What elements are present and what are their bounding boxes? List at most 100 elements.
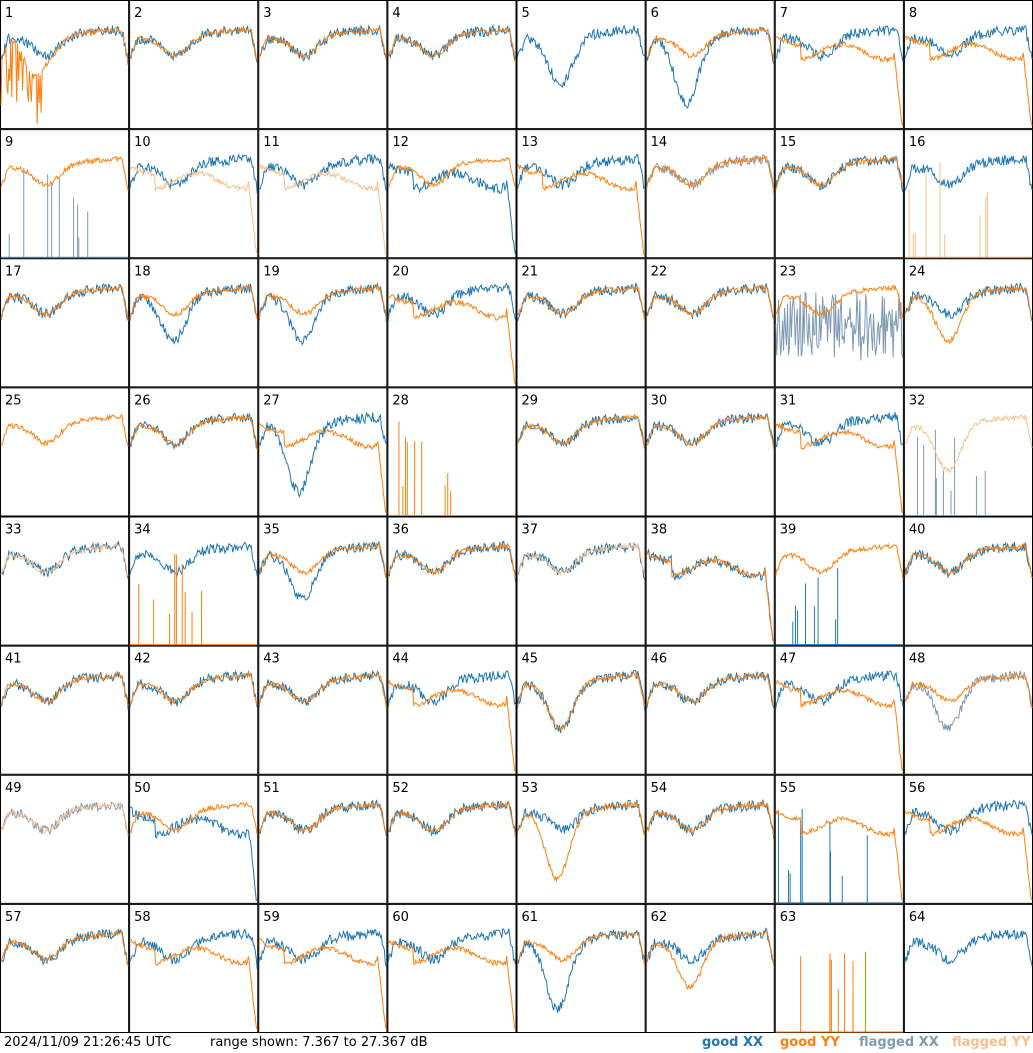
series-good-yy-dip [647, 931, 774, 989]
panel-plot-area [259, 930, 386, 1030]
panel-frame [774, 516, 904, 646]
panel-22: 22 [646, 259, 774, 387]
panel-plot-area [259, 284, 386, 345]
panel-plot-area [905, 415, 1032, 515]
panel-label: 22 [651, 264, 668, 279]
panel-frame [387, 129, 517, 259]
panel-frame [903, 0, 1033, 130]
panel-label: 42 [134, 652, 151, 667]
panel-26: 26 [130, 388, 258, 516]
panel-label: 59 [263, 910, 280, 925]
panel-frame [645, 516, 775, 646]
panel-frame [387, 387, 517, 517]
panel-label: 36 [392, 523, 409, 538]
series-good-yy-normal [130, 673, 257, 705]
panel-plot-area [776, 412, 903, 513]
series-good-yy-normal [518, 932, 645, 966]
legend-flagged-yy: flagged YY [952, 1035, 1031, 1050]
series-good-yy-plateau [776, 681, 903, 771]
panel-18: 18 [130, 259, 258, 387]
series-flagged-yy-normal [1, 544, 128, 576]
panel-label: 27 [263, 393, 280, 408]
series-good-yy-normal [130, 28, 257, 60]
panel-label: 3 [263, 6, 271, 21]
panel-6: 6 [645, 0, 775, 130]
panel-50: 50 [130, 775, 258, 903]
panel-28: 28 [387, 387, 517, 517]
panel-63: 63 [775, 903, 903, 1033]
series-good-xx-deepdip [259, 413, 386, 497]
panel-frame [516, 0, 646, 130]
panel-frame [645, 0, 775, 130]
series-flagged-xx-noisy [776, 292, 903, 361]
panel-label: 45 [522, 652, 539, 667]
series-flagged-xx-sparse [1, 168, 128, 257]
panel-frame [129, 903, 259, 1033]
series-good-xx-dip [130, 283, 257, 343]
panel-plot-area [259, 154, 386, 254]
panel-11: 11 [259, 130, 387, 258]
panel-plot-area [1, 671, 128, 709]
series-good-xx-plateau [130, 807, 257, 900]
panel-frame [645, 645, 775, 775]
panel-label: 40 [909, 523, 926, 538]
panel-label: 1 [5, 6, 13, 21]
series-good-yy-plateau [388, 680, 515, 771]
series-good-yy-sparse [388, 422, 515, 516]
series-good-yy-normal [1, 931, 128, 966]
panel-label: 43 [263, 652, 280, 667]
panel-30: 30 [646, 388, 774, 516]
panel-label: 32 [909, 393, 926, 408]
panel-frame [129, 774, 259, 904]
series-flagged-yy-normal [518, 544, 645, 576]
panel-60: 60 [388, 904, 516, 1033]
series-good-yy-normal [388, 802, 515, 837]
panel-label: 55 [780, 781, 797, 796]
panel-plot-area [1, 929, 128, 966]
panel-23: 23 [775, 259, 903, 387]
series-good-yy-normal [776, 544, 903, 579]
series-good-yy-normal [259, 286, 386, 319]
panel-frame [387, 258, 517, 388]
panel-label: 13 [522, 135, 539, 150]
panel-plot-area [259, 671, 386, 709]
panel-plot-area [388, 284, 515, 384]
panel-plot-area [259, 800, 386, 836]
panel-10: 10 [130, 130, 258, 258]
panel-plot-area [518, 155, 645, 255]
timestamp-label: 2024/11/09 21:26:45 UTC [4, 1035, 172, 1050]
panel-label: 29 [522, 393, 539, 408]
panel-label: 33 [5, 523, 22, 538]
panel-label: 18 [134, 264, 151, 279]
panel-frame [0, 774, 130, 904]
panel-frame [129, 129, 259, 259]
panel-49: 49 [0, 774, 130, 904]
footer-bar: 2024/11/09 21:26:45 UTC range shown: 7.3… [0, 1033, 1033, 1053]
panel-plot-area [388, 801, 515, 838]
panel-frame [0, 516, 130, 646]
panel-frame [516, 129, 646, 259]
panel-label: 14 [651, 135, 668, 150]
panel-plot-area [130, 26, 257, 63]
panel-label: 60 [392, 910, 409, 925]
panel-label: 53 [522, 781, 539, 796]
series-good-yy-plateau [776, 423, 903, 513]
panel-frame [387, 0, 517, 130]
panel-frame [129, 0, 259, 130]
panel-frame [774, 645, 904, 775]
series-good-xx-normal [1, 26, 128, 65]
panel-frame [258, 903, 388, 1033]
panel-label: 20 [392, 264, 409, 279]
panel-plot-area [388, 542, 515, 583]
panel-frame [387, 645, 517, 775]
series-good-yy-normal [388, 544, 515, 578]
series-good-yy-normal [647, 673, 774, 706]
series-good-yy-plateau [259, 939, 386, 1030]
panel-frame [903, 903, 1033, 1033]
series-good-xx-normal [905, 542, 1032, 577]
panel-plot-area [130, 672, 257, 708]
series-good-yy-normal [259, 27, 386, 59]
panel-label: 51 [263, 781, 280, 796]
panel-label: 24 [909, 264, 926, 279]
panel-2: 2 [129, 0, 259, 130]
